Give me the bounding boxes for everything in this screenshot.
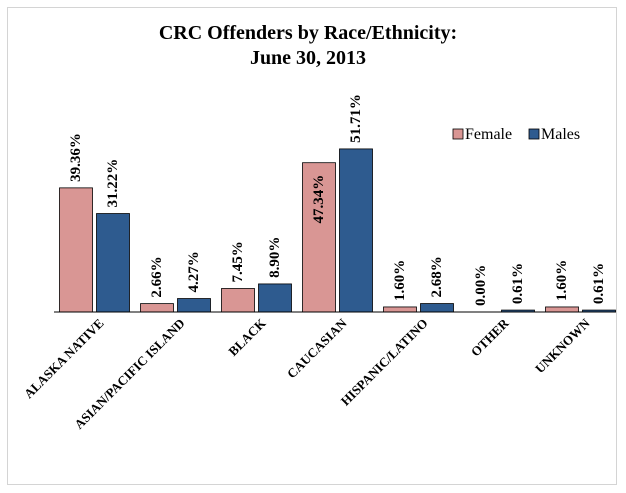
value-label-males-unknown: 0.61%: [591, 263, 607, 304]
value-label-males-alaska-native: 31.22%: [105, 159, 121, 208]
bar-female-hispanic-latino: [383, 306, 417, 313]
category-label-other: OTHER: [468, 315, 512, 359]
value-label-males-other: 0.61%: [510, 263, 526, 304]
legend-label-males: Males: [541, 126, 580, 143]
bar-males-caucasian: [339, 148, 373, 313]
value-label-female-alaska-native: 39.36%: [68, 133, 84, 182]
bars-layer: [59, 148, 616, 313]
value-label-female-hispanic-latino: 1.60%: [392, 260, 408, 301]
value-label-female-caucasian: 47.34%: [311, 175, 327, 224]
bar-males-asian-pacific-island: [177, 298, 211, 313]
bar-female-black: [221, 288, 255, 313]
category-label-unknown: UNKNOWN: [532, 315, 593, 376]
bar-female-alaska-native: [59, 187, 93, 313]
category-label-hispanic-latino: HISPANIC/LATINO: [338, 316, 431, 409]
chart-title-line-1: CRC Offenders by Race/Ethnicity:: [159, 22, 457, 44]
bar-males-black: [258, 283, 292, 313]
value-label-female-asian-pacific-island: 2.66%: [149, 256, 165, 297]
category-label-alaska-native: ALASKA NATIVE: [21, 316, 107, 402]
value-label-males-hispanic-latino: 2.68%: [429, 256, 445, 297]
value-label-female-unknown: 1.60%: [554, 260, 570, 301]
category-label-black: BLACK: [225, 315, 269, 359]
legend-swatch-female: [452, 128, 464, 140]
chart-title-line-2: June 30, 2013: [250, 47, 366, 69]
bar-female-unknown: [545, 306, 579, 313]
value-label-female-other: 0.00%: [473, 265, 489, 306]
bar-males-alaska-native: [96, 213, 130, 313]
value-label-males-black: 8.90%: [267, 237, 283, 278]
bar-males-hispanic-latino: [420, 303, 454, 313]
bar-female-caucasian: [302, 162, 336, 313]
bar-female-asian-pacific-island: [140, 303, 174, 313]
value-label-males-caucasian: 51.71%: [348, 94, 364, 143]
value-label-males-asian-pacific-island: 4.27%: [186, 251, 202, 292]
value-labels-layer: 39.36% 31.22% 2.66% 4.27% 7.45% 8.90% 47.34% 51…: [68, 94, 607, 306]
legend-swatch-males: [528, 128, 540, 140]
legend: Female Males: [452, 126, 580, 143]
legend-label-female: Female: [465, 126, 512, 143]
category-label-caucasian: CAUCASIAN: [284, 315, 350, 381]
value-label-female-black: 7.45%: [230, 241, 246, 282]
